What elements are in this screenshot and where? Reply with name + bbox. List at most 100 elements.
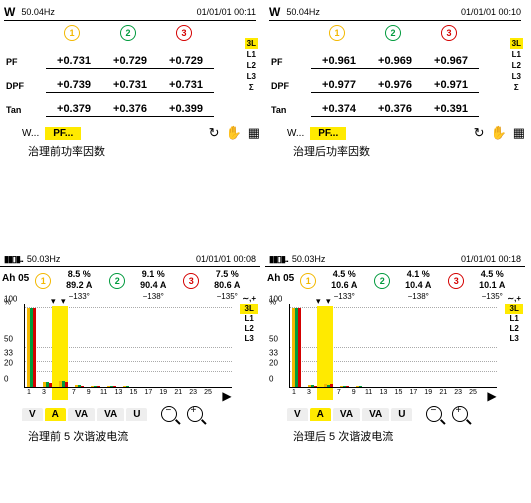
side-tab-Σ[interactable]: Σ (510, 82, 523, 93)
current: 10.4 A (392, 280, 444, 291)
phase-badge-2: 2 (109, 273, 125, 289)
side-tab-L2[interactable]: L2 (510, 60, 523, 71)
pf-row-tan: Tan+0.379+0.376+0.399 (4, 103, 256, 117)
pf-value: +0.374 (311, 103, 367, 117)
side-tab-1[interactable]: 3L (240, 304, 258, 314)
pf-button[interactable]: PF... (310, 127, 346, 140)
view-tabs: VAVAVAU (0, 406, 260, 422)
tab-va-2[interactable]: VA (333, 408, 360, 421)
power-icon: W (4, 5, 15, 19)
x-tick: 13 (114, 389, 124, 403)
side-tab-2[interactable]: L1 (240, 314, 258, 324)
tab-v-0[interactable]: V (22, 408, 43, 421)
x-tick: 11 (364, 389, 374, 403)
pf-value: +0.379 (46, 103, 102, 117)
toolbar-icon-0[interactable]: ↻ (474, 125, 485, 141)
x-tick: 13 (379, 389, 389, 403)
x-tick: 3 (39, 389, 49, 403)
pf-value: +0.967 (423, 55, 479, 69)
x-tick: 17 (143, 389, 153, 403)
harmonic-order: Ah 05 (2, 269, 29, 284)
side-tab-L2[interactable]: L2 (245, 60, 258, 71)
frequency: 50.04Hz (21, 7, 55, 17)
y-tick: 33 (269, 348, 278, 357)
scroll-right-icon[interactable]: ▶ (487, 389, 497, 403)
side-tab-Σ[interactable]: Σ (245, 82, 258, 93)
toolbar-icon-2[interactable]: ▦ (248, 125, 260, 141)
x-tick: 7 (69, 389, 79, 403)
pf-value: +0.739 (46, 79, 102, 93)
current: 10.6 A (318, 280, 370, 291)
side-tab-3L[interactable]: 3L (245, 38, 258, 49)
tab-a-1[interactable]: A (310, 408, 331, 421)
timestamp: 01/01/01 00:18 (461, 254, 521, 264)
side-tab-3[interactable]: L2 (240, 324, 258, 334)
pf-value: +0.731 (46, 55, 102, 69)
toolbar-icon-1[interactable]: ✋ (491, 125, 507, 141)
w-button[interactable]: W... (22, 128, 39, 139)
y-unit: % (4, 298, 11, 307)
y-tick: 33 (4, 348, 13, 357)
side-tab-3L[interactable]: 3L (510, 38, 523, 49)
harmonic-panel-0: ▮▮▯▮..50.03Hz01/01/01 00:08Ah 0518.5 %89… (0, 252, 260, 492)
toolbar-icon-1[interactable]: ✋ (226, 125, 242, 141)
timestamp: 01/01/01 00:10 (461, 7, 521, 17)
phase-badge-3: 3 (183, 273, 199, 289)
side-tab-L3[interactable]: L3 (510, 71, 523, 82)
scroll-right-icon[interactable]: ▶ (222, 389, 232, 403)
zoom-in-icon[interactable] (452, 406, 468, 422)
phase-angle: −138° (392, 291, 444, 302)
harmonic-chart: 0203350100%▾▾ (24, 304, 232, 388)
tab-va-2[interactable]: VA (68, 408, 95, 421)
pf-row-dpf: DPF+0.977+0.976+0.971 (269, 79, 521, 93)
side-tab-0[interactable]: ∼,+ (240, 294, 258, 304)
side-tab-4[interactable]: L3 (240, 334, 258, 344)
x-tick: 9 (84, 389, 94, 403)
y-tick: 0 (4, 375, 8, 384)
zoom-out-icon[interactable] (426, 406, 442, 422)
pf-value: +0.391 (423, 103, 479, 117)
tab-va-3[interactable]: VA (97, 408, 124, 421)
toolbar-icon-0[interactable]: ↻ (209, 125, 220, 141)
tab-v-0[interactable]: V (287, 408, 308, 421)
row-label: PF (4, 57, 46, 67)
zoom-out-icon[interactable] (161, 406, 177, 422)
side-tab-2[interactable]: L1 (505, 314, 523, 324)
tab-va-3[interactable]: VA (362, 408, 389, 421)
pf-button[interactable]: PF... (45, 127, 81, 140)
tab-a-1[interactable]: A (45, 408, 66, 421)
harmonic-icon: ▮▮▯▮.. (269, 254, 288, 265)
side-tab-1[interactable]: 3L (505, 304, 523, 314)
side-tab-L1[interactable]: L1 (510, 49, 523, 60)
tab-u-4[interactable]: U (126, 408, 147, 421)
side-tab-4[interactable]: L3 (505, 334, 523, 344)
current: 80.6 A (201, 280, 253, 291)
pf-row-pf: PF+0.731+0.729+0.729 (4, 55, 256, 69)
x-tick: 15 (128, 389, 138, 403)
timestamp: 01/01/01 00:11 (197, 7, 256, 17)
side-tab-0[interactable]: ∼,+ (505, 294, 523, 304)
phase-badge-2: 2 (120, 25, 136, 41)
side-tab-L1[interactable]: L1 (245, 49, 258, 60)
pf-panel-0: W50.04Hz01/01/01 00:11123PF+0.731+0.729+… (0, 4, 260, 204)
pf-value: +0.729 (158, 55, 214, 69)
x-tick: 11 (99, 389, 109, 403)
caption: 治理前 5 次谐波电流 (0, 428, 260, 444)
harmonic-chart: 0203350100%▾▾ (289, 304, 497, 388)
y-tick: 50 (269, 335, 278, 344)
zoom-in-icon[interactable] (187, 406, 203, 422)
toolbar-icon-2[interactable]: ▦ (513, 125, 525, 141)
row-label: DPF (269, 81, 311, 91)
thd-pct: 4.1 % (392, 269, 444, 280)
side-tab-3[interactable]: L2 (505, 324, 523, 334)
side-tab-L3[interactable]: L3 (245, 71, 258, 82)
w-button[interactable]: W... (287, 128, 304, 139)
harmonic-order: Ah 05 (267, 269, 294, 284)
frequency: 50.03Hz (292, 254, 326, 264)
x-tick: 7 (334, 389, 344, 403)
toolbar: W... PF... ↻ ✋ ▦ (265, 125, 525, 141)
pf-value: +0.729 (102, 55, 158, 69)
tab-u-4[interactable]: U (391, 408, 412, 421)
x-tick: 17 (408, 389, 418, 403)
power-icon: W (269, 5, 280, 19)
